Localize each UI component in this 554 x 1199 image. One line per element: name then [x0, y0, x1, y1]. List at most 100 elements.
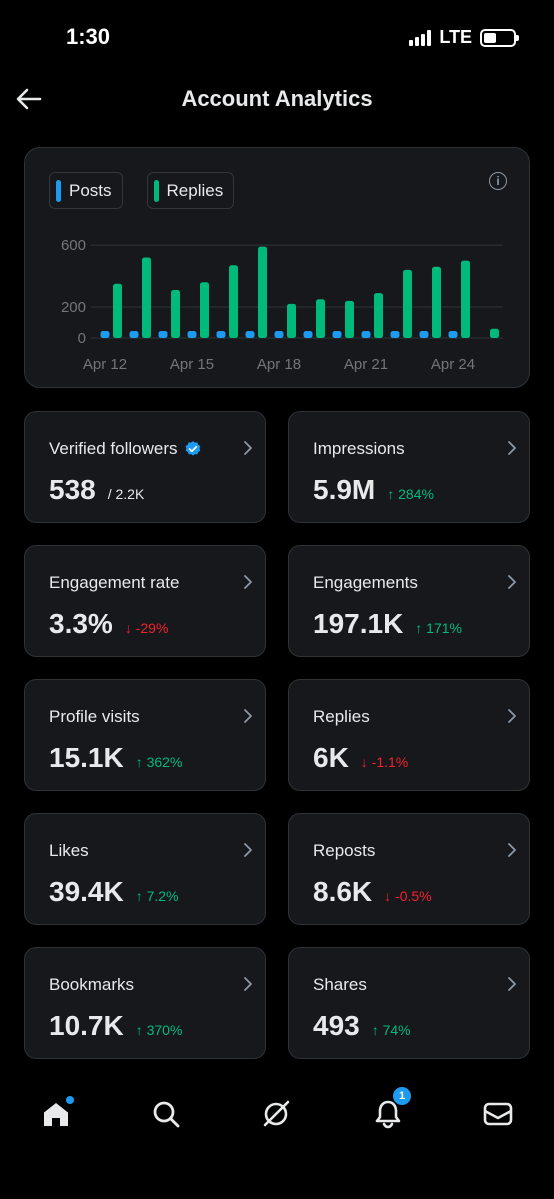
bar-posts: [332, 331, 342, 338]
bar-replies: [316, 299, 325, 338]
bar-replies: [171, 290, 180, 338]
bar-posts: [419, 331, 429, 338]
home-icon: [44, 1103, 68, 1126]
bar-replies: [142, 257, 151, 338]
home-unread-dot: [66, 1096, 74, 1104]
stat-card-engagement-rate[interactable]: Engagement rate 3.3% ↓ -29%: [24, 545, 266, 657]
chevron-right-icon: [507, 976, 517, 997]
chevron-right-icon: [507, 574, 517, 595]
stat-label: Engagement rate: [49, 573, 179, 593]
x-tick-label: Apr 12: [83, 356, 127, 373]
battery-icon: [480, 28, 519, 47]
stat-value: 3.3%: [49, 608, 113, 639]
stat-card-impressions[interactable]: Impressions 5.9M ↑ 284%: [288, 411, 530, 523]
bar-posts: [361, 331, 371, 338]
stat-change: ↑ 74%: [371, 1022, 411, 1038]
arrow-left-icon: [16, 88, 42, 110]
bar-posts: [187, 331, 197, 338]
chart-legend: Posts Replies: [49, 172, 235, 209]
bar-posts: [390, 331, 400, 338]
stat-label-text: Engagements: [313, 573, 418, 592]
legend-posts-label: Posts: [69, 180, 112, 200]
nav-messages[interactable]: [480, 1096, 516, 1132]
stat-label-text: Profile visits: [49, 707, 140, 726]
x-tick-label: Apr 24: [431, 356, 475, 373]
x-tick-label: Apr 18: [257, 356, 301, 373]
stat-value-row: 493 ↑ 74%: [313, 1010, 411, 1042]
stat-label: Bookmarks: [49, 975, 134, 995]
info-icon[interactable]: i: [489, 172, 507, 190]
bar-posts: [129, 331, 139, 338]
bar-replies: [490, 328, 499, 338]
bar-replies: [432, 266, 441, 338]
stat-card-bookmarks[interactable]: Bookmarks 10.7K ↑ 370%: [24, 947, 266, 1059]
chevron-right-icon: [507, 440, 517, 461]
stat-label-text: Replies: [313, 707, 370, 726]
stat-value: 197.1K: [313, 608, 404, 639]
stat-value: 538: [49, 474, 96, 505]
stat-label: Engagements: [313, 573, 418, 593]
stat-change: ↓ -1.1%: [360, 754, 409, 770]
stat-value-row: 10.7K ↑ 370%: [49, 1010, 182, 1042]
bar-replies: [345, 300, 354, 338]
nav-notifications[interactable]: 1: [370, 1086, 412, 1132]
stat-card-replies[interactable]: Replies 6K ↓ -1.1%: [288, 679, 530, 791]
stat-change: ↑ 171%: [415, 620, 462, 636]
stat-label: Likes: [49, 841, 89, 861]
stat-label: Impressions: [313, 439, 405, 459]
bar-replies: [258, 246, 267, 338]
stat-value: 6K: [313, 742, 349, 773]
stat-value: 10.7K: [49, 1010, 124, 1041]
stat-card-shares[interactable]: Shares 493 ↑ 74%: [288, 947, 530, 1059]
stat-value: 493: [313, 1010, 360, 1041]
nav-home[interactable]: [38, 1096, 74, 1132]
chevron-right-icon: [243, 976, 253, 997]
bottom-nav: 1: [0, 1082, 554, 1152]
stat-card-engagements[interactable]: Engagements 197.1K ↑ 171%: [288, 545, 530, 657]
stat-card-profile-visits[interactable]: Profile visits 15.1K ↑ 362%: [24, 679, 266, 791]
stat-label: Verified followers: [49, 439, 202, 459]
stat-label: Reposts: [313, 841, 375, 861]
legend-replies-label: Replies: [166, 180, 224, 200]
legend-replies-swatch: [153, 179, 159, 202]
stat-value-row: 538 / 2.2K: [49, 474, 144, 506]
stat-total: / 2.2K: [107, 486, 145, 502]
bar-replies: [403, 269, 412, 338]
stat-value-row: 197.1K ↑ 171%: [313, 608, 462, 640]
legend-posts[interactable]: Posts: [49, 172, 123, 209]
stat-label-text: Engagement rate: [49, 573, 180, 592]
nav-grok[interactable]: [258, 1096, 294, 1132]
stat-label-text: Verified followers: [49, 439, 178, 458]
bar-posts: [100, 331, 110, 338]
back-button[interactable]: [14, 84, 44, 114]
stat-label: Shares: [313, 975, 367, 995]
status-indicators: LTE: [409, 27, 519, 48]
status-bar: 1:30 LTE: [0, 0, 554, 72]
mail-icon: [483, 1102, 513, 1126]
stat-value-row: 5.9M ↑ 284%: [313, 474, 434, 506]
nav-search[interactable]: [148, 1096, 184, 1132]
stat-value-row: 8.6K ↓ -0.5%: [313, 876, 432, 908]
bar-posts: [158, 331, 168, 338]
stat-label-text: Reposts: [313, 841, 376, 860]
stat-value: 39.4K: [49, 876, 124, 907]
chevron-right-icon: [243, 440, 253, 461]
legend-replies[interactable]: Replies: [146, 172, 235, 209]
bar-replies: [200, 282, 209, 338]
stat-label: Profile visits: [49, 707, 140, 727]
verified-badge-icon: [184, 440, 202, 458]
stat-card-reposts[interactable]: Reposts 8.6K ↓ -0.5%: [288, 813, 530, 925]
stat-value: 5.9M: [313, 474, 376, 505]
stat-card-likes[interactable]: Likes 39.4K ↑ 7.2%: [24, 813, 266, 925]
stat-card-verified-followers[interactable]: Verified followers 538 / 2.2K: [24, 411, 266, 523]
bar-replies: [374, 293, 383, 338]
stat-value-row: 6K ↓ -1.1%: [313, 742, 408, 774]
header: Account Analytics: [0, 72, 554, 128]
stat-change: ↓ -29%: [124, 620, 169, 636]
stat-label-text: Shares: [313, 975, 367, 994]
bar-replies: [229, 265, 238, 338]
stat-label-text: Likes: [49, 841, 89, 860]
stat-value: 15.1K: [49, 742, 124, 773]
stat-change: ↑ 7.2%: [135, 888, 179, 904]
page-title: Account Analytics: [181, 86, 373, 111]
